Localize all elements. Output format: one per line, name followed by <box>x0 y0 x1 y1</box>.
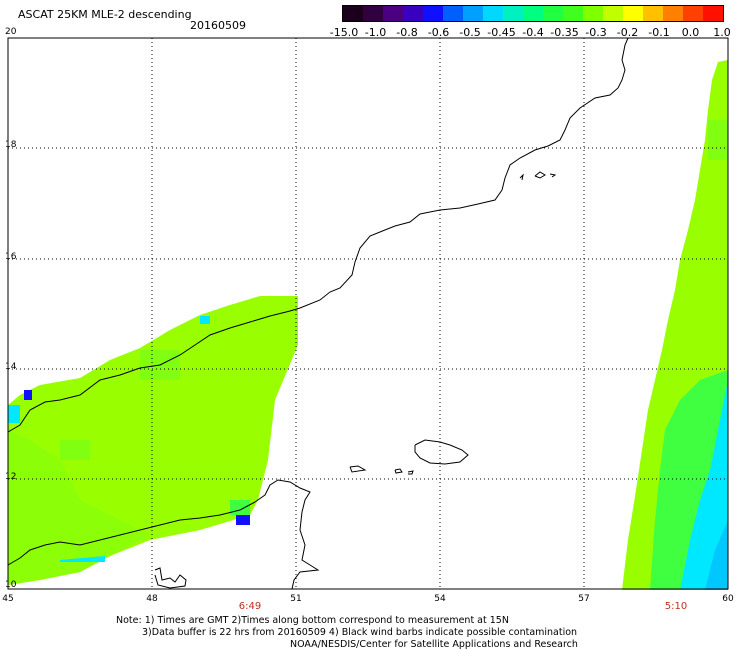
color-scale-segment <box>583 6 603 21</box>
lat-label-10: 10 <box>5 580 17 590</box>
note-line-2: 3)Data buffer is 22 hrs from 20160509 4)… <box>142 627 578 638</box>
pass-time-left: 6:49 <box>238 601 262 612</box>
lon-label-54: 54 <box>434 594 446 604</box>
color-scale-segment <box>623 6 643 21</box>
color-scale-segment <box>363 6 383 21</box>
color-scale-label: -1.0 <box>364 26 387 39</box>
lat-label-12: 12 <box>5 472 17 482</box>
left-swath <box>8 296 298 585</box>
color-scale-segment <box>443 6 463 21</box>
color-scale-segment <box>703 6 723 21</box>
color-scale-segment <box>423 6 443 21</box>
lon-label-51: 51 <box>290 594 302 604</box>
color-scale-segment <box>683 6 703 21</box>
color-scale-segment <box>663 6 683 21</box>
color-scale-segment <box>483 6 503 21</box>
lon-label-45: 45 <box>2 594 14 604</box>
map-frame <box>7 37 729 590</box>
map-date: 20160509 <box>190 19 246 32</box>
color-scale-segment <box>403 6 423 21</box>
lon-label-48: 48 <box>146 594 158 604</box>
color-scale-label: 1.0 <box>713 26 731 39</box>
color-scale-segment <box>643 6 663 21</box>
color-scale-segment <box>343 6 363 21</box>
note-line-3: NOAA/NESDIS/Center for Satellite Applica… <box>290 639 578 650</box>
color-scale-segment <box>463 6 483 21</box>
lat-label-14: 14 <box>5 362 17 372</box>
lat-label-16: 16 <box>5 252 17 262</box>
color-scale-label: -0.35 <box>550 26 579 39</box>
color-scale-bar <box>342 5 724 22</box>
lat-label-18: 18 <box>5 140 17 150</box>
color-scale-segment <box>523 6 543 21</box>
color-scale-segment <box>563 6 583 21</box>
right-swath <box>622 60 728 590</box>
map-title: ASCAT 25KM MLE-2 descending <box>18 8 192 21</box>
color-scale-segment <box>603 6 623 21</box>
pass-time-right: 5:10 <box>664 601 688 612</box>
color-scale-label: -0.3 <box>585 26 607 39</box>
color-scale-label: -15.0 <box>329 26 359 39</box>
color-scale-segment <box>543 6 563 21</box>
coastline <box>7 37 629 590</box>
color-scale-label: -0.5 <box>459 26 481 39</box>
graticule <box>8 38 728 589</box>
lon-label-60: 60 <box>722 594 734 604</box>
color-scale-label: -0.4 <box>522 26 544 39</box>
color-scale-label: -0.8 <box>396 26 418 39</box>
color-scale-label: -0.1 <box>648 26 670 39</box>
note-line-1: Note: 1) Times are GMT 2)Times along bot… <box>116 615 509 626</box>
color-scale-label: -0.6 <box>427 26 450 39</box>
color-scale-segment <box>383 6 403 21</box>
color-scale-label: 0.0 <box>681 26 700 39</box>
color-scale-label: -0.45 <box>487 26 516 39</box>
lon-label-57: 57 <box>578 594 590 604</box>
color-scale-segment <box>503 6 523 21</box>
lat-label-20: 20 <box>5 27 17 37</box>
color-scale-label: -0.2 <box>616 26 639 39</box>
